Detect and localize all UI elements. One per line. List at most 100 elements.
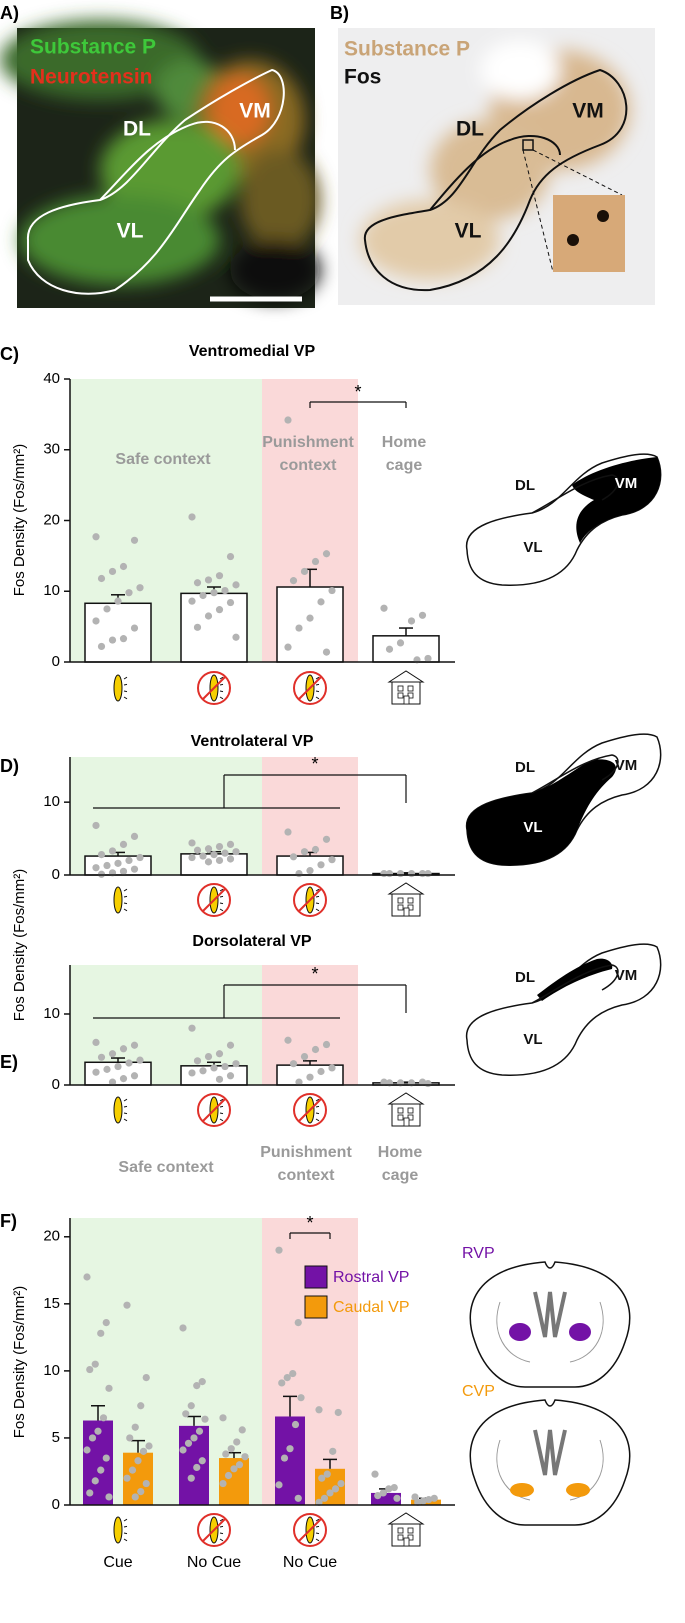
vp-divider bbox=[531, 964, 619, 1004]
data-point bbox=[134, 1457, 142, 1465]
data-point bbox=[238, 1426, 246, 1434]
data-point bbox=[188, 513, 196, 521]
region-label: VM bbox=[239, 100, 271, 123]
data-point bbox=[94, 1427, 102, 1435]
data-point bbox=[114, 1062, 122, 1071]
light-ray bbox=[123, 696, 128, 700]
data-point bbox=[390, 1483, 398, 1492]
data-point bbox=[190, 1434, 198, 1442]
light-ray bbox=[123, 1118, 128, 1122]
data-point bbox=[280, 1454, 289, 1462]
data-point bbox=[108, 567, 117, 576]
data-point bbox=[224, 1471, 233, 1480]
data-point bbox=[311, 557, 320, 566]
light-ray bbox=[123, 1098, 128, 1102]
data-point bbox=[92, 821, 100, 830]
house-door bbox=[403, 1537, 410, 1547]
data-point bbox=[193, 1057, 202, 1065]
data-point bbox=[306, 1073, 314, 1081]
region-label: CVP bbox=[462, 1383, 495, 1400]
house-roof bbox=[387, 670, 425, 683]
condition-icon bbox=[197, 883, 231, 917]
data-point bbox=[232, 1060, 240, 1068]
context-label: cage bbox=[382, 1167, 419, 1184]
region-label: VL bbox=[117, 220, 144, 243]
data-point bbox=[137, 1402, 145, 1410]
data-point bbox=[83, 1273, 91, 1281]
light-ray bbox=[219, 690, 224, 693]
light-ray bbox=[219, 1525, 224, 1528]
data-point bbox=[318, 1474, 326, 1482]
data-point bbox=[241, 1453, 249, 1461]
data-point bbox=[221, 849, 229, 857]
data-point bbox=[102, 1319, 110, 1327]
data-point bbox=[418, 611, 427, 619]
data-point bbox=[222, 1450, 230, 1458]
data-point bbox=[323, 1470, 331, 1478]
data-point bbox=[385, 645, 394, 653]
y-axis-label: Fos Density (Fos/mm²) bbox=[11, 444, 28, 597]
data-point bbox=[193, 579, 202, 587]
data-point bbox=[198, 1457, 206, 1465]
data-point bbox=[322, 835, 331, 843]
data-point bbox=[232, 581, 240, 589]
data-point bbox=[411, 1493, 419, 1501]
cvp-region bbox=[566, 1483, 590, 1497]
data-point bbox=[407, 869, 416, 878]
context-label: Home bbox=[382, 434, 427, 451]
light-ray bbox=[315, 888, 320, 892]
bar bbox=[180, 592, 248, 663]
data-point bbox=[306, 614, 314, 622]
condition-icon bbox=[197, 671, 231, 705]
no-slash bbox=[202, 888, 226, 912]
chart-title: Dorsolateral VP bbox=[192, 933, 311, 950]
data-point bbox=[182, 1410, 190, 1418]
data-point bbox=[188, 1024, 196, 1032]
data-point bbox=[328, 586, 336, 595]
significance-star: * bbox=[311, 964, 318, 984]
data-point bbox=[419, 1497, 427, 1505]
house-window bbox=[397, 897, 404, 904]
data-point bbox=[235, 1461, 244, 1469]
vp-diagram bbox=[466, 943, 662, 1076]
data-point bbox=[193, 1463, 201, 1472]
vp-divider bbox=[531, 474, 619, 514]
data-point bbox=[317, 861, 325, 869]
house-window bbox=[397, 1107, 404, 1114]
light-ray bbox=[219, 1518, 224, 1522]
data-point bbox=[199, 1067, 207, 1075]
data-point bbox=[86, 1489, 94, 1497]
y-tick-label: 20 bbox=[43, 1228, 60, 1245]
data-point bbox=[179, 1446, 187, 1454]
data-point bbox=[275, 1481, 283, 1489]
data-point bbox=[130, 1041, 139, 1049]
data-point bbox=[311, 1045, 320, 1054]
data-point bbox=[379, 1489, 387, 1497]
data-point bbox=[284, 828, 292, 836]
y-tick-label: 20 bbox=[43, 511, 60, 528]
data-point bbox=[414, 1498, 422, 1506]
bar bbox=[275, 1416, 305, 1505]
data-point bbox=[300, 1052, 309, 1061]
data-point bbox=[130, 624, 139, 632]
data-point bbox=[131, 1493, 139, 1501]
data-point bbox=[92, 1038, 100, 1046]
region-label: VL bbox=[455, 220, 482, 243]
house-roof bbox=[387, 882, 425, 895]
context-label: Safe context bbox=[115, 451, 211, 468]
condition-icon bbox=[113, 1516, 128, 1544]
data-point bbox=[103, 605, 111, 613]
light-ray bbox=[219, 1532, 224, 1535]
data-point bbox=[145, 1442, 153, 1450]
y-tick-label: 0 bbox=[52, 1496, 60, 1513]
data-point bbox=[179, 1324, 187, 1332]
region-label: VM bbox=[615, 475, 638, 492]
data-point bbox=[278, 1379, 286, 1387]
condition-icon bbox=[293, 1093, 327, 1127]
panel-letter: F) bbox=[0, 1211, 17, 1231]
data-point bbox=[374, 1492, 382, 1500]
data-point bbox=[130, 536, 139, 544]
data-point bbox=[130, 1072, 139, 1080]
light-ray bbox=[315, 902, 320, 905]
data-point bbox=[136, 853, 144, 862]
